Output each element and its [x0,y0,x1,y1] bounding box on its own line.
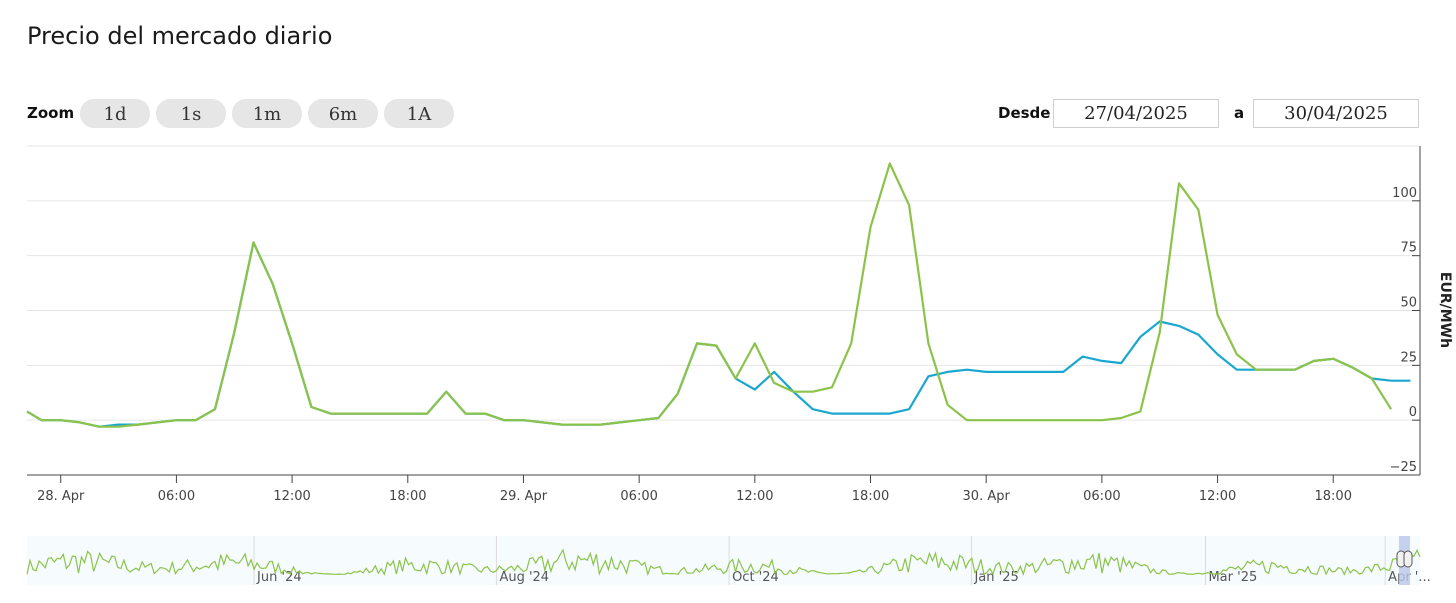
navigator-label: Jun '24 [256,570,302,585]
navigator-series-line [26,548,1421,577]
range-to-label: a [1234,104,1245,122]
range-to-input[interactable] [1253,99,1419,128]
zoom-1s-button[interactable]: 1s [156,99,226,128]
x-tick-label: 30. Apr [963,489,1011,504]
y-tick-label: −25 [1390,460,1417,475]
navigator-background [27,536,1420,585]
y-axis-label: EUR/MWh [1437,272,1453,348]
chart-title: Precio del mercado diario [27,22,333,50]
series-line-green [26,162,1393,428]
y-tick-label: 25 [1400,350,1417,365]
zoom-6m-button[interactable]: 6m [308,99,378,128]
grid-lines [27,145,1420,476]
x-axis: 28. Apr 06:00 12:00 18:00 29. Apr 06:00 12:00 1… [27,474,1420,504]
x-tick-label: 18:00 [389,489,426,504]
y-axis: EUR/MWh −25 0 25 50 75 100 [1390,146,1453,476]
x-tick-label: 12:00 [273,489,310,504]
series-lines [26,162,1411,428]
x-tick-label: 12:00 [736,489,773,504]
x-tick-label: 12:00 [1199,489,1236,504]
x-tick-label: 28. Apr [37,489,85,504]
x-tick-label: 18:00 [852,489,889,504]
zoom-label: Zoom [27,104,75,122]
navigator-label: Mar '25 [1208,570,1257,585]
navigator-handle-right[interactable] [1403,550,1413,568]
range-from-label: Desde [998,104,1051,122]
y-tick-label: 0 [1409,405,1417,420]
zoom-1d-button[interactable]: 1d [80,99,150,128]
x-tick-label: 06:00 [158,489,195,504]
y-tick-label: 100 [1392,186,1417,201]
x-tick-label: 06:00 [620,489,657,504]
x-tick-label: 18:00 [1315,489,1352,504]
x-tick-label: 06:00 [1083,489,1120,504]
zoom-1a-button[interactable]: 1A [384,99,454,128]
navigator-label: Oct '24 [732,570,779,585]
zoom-1m-button[interactable]: 1m [232,99,302,128]
y-tick-label: 50 [1400,296,1417,311]
y-tick-label: 75 [1400,241,1417,256]
range-from-input[interactable] [1053,99,1219,128]
navigator-label: Jan '25 [973,570,1018,585]
navigator-label: Aug '24 [499,570,549,585]
x-tick-label: 29. Apr [500,489,548,504]
